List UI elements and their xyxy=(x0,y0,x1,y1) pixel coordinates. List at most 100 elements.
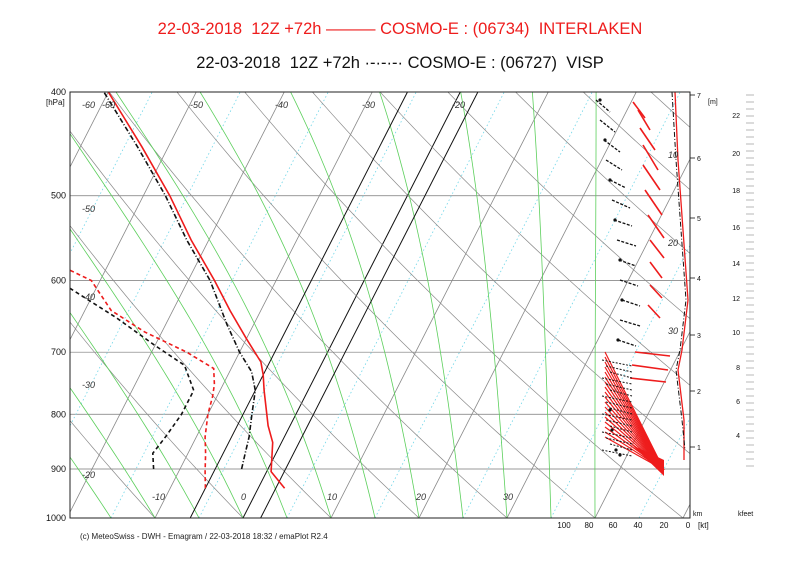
wind-barb-red xyxy=(649,284,663,299)
wind-barb-black xyxy=(618,259,637,267)
dry-adiabat xyxy=(312,92,690,455)
wind-barb-black xyxy=(605,365,633,373)
moist-adiabat xyxy=(460,92,508,518)
kfeet-tick-label: 6 xyxy=(736,399,740,406)
wind-barb-black xyxy=(595,99,611,113)
kfeet-tick-label: 8 xyxy=(736,365,740,372)
wind-barb-black xyxy=(601,377,633,385)
pressure-axis-label: [hPa] xyxy=(46,98,65,107)
isotherm-line xyxy=(242,92,461,518)
wind-barb-black xyxy=(619,319,641,327)
moist-adiabat xyxy=(70,387,156,518)
pressure-tick-label: 500 xyxy=(51,191,66,201)
wind-barb-black xyxy=(601,395,633,403)
wind-barb-black xyxy=(619,279,639,287)
wind-barb-red xyxy=(637,109,651,131)
wind-station-dot xyxy=(618,453,622,457)
isotherm-line xyxy=(418,92,637,518)
moist-adiabat xyxy=(290,92,420,518)
km-tick-label: 2 xyxy=(697,389,701,396)
isotherm-line xyxy=(70,92,153,255)
wind-barb-black xyxy=(601,413,633,421)
wind-station-dot xyxy=(618,258,622,262)
km-tick-label: 1 xyxy=(697,445,701,452)
kfeet-tick-label: 22 xyxy=(732,113,740,120)
moist-adiabat xyxy=(115,92,332,518)
wind-tick-label: 0 xyxy=(686,521,691,530)
kfeet-tick-label: 20 xyxy=(732,151,740,158)
wind-station-dot xyxy=(613,218,617,222)
isotherm-line xyxy=(506,158,690,518)
isotherm-line xyxy=(198,92,417,518)
wind-barb-red xyxy=(642,144,659,171)
isotherm-label: 10 xyxy=(327,492,337,502)
isotherm-label: -20 xyxy=(452,100,465,110)
wind-barb-red xyxy=(632,101,646,119)
profile-line-red xyxy=(674,92,689,460)
mixing-ratio-label: 20 xyxy=(667,238,678,248)
moist-adiabat xyxy=(0,92,23,518)
wind-tick-label: 60 xyxy=(609,521,618,530)
pressure-tick-label: 400 xyxy=(51,87,66,97)
isotherm-line xyxy=(70,92,241,427)
wind-barb-black xyxy=(621,299,641,307)
isotherm-line xyxy=(154,92,373,518)
wind-barb-black xyxy=(609,371,633,379)
km-tick-label: 4 xyxy=(697,276,701,283)
kfeet-tick-label: 18 xyxy=(732,188,740,195)
km-tick-label: 7 xyxy=(697,93,701,100)
reference-isotherm xyxy=(189,92,408,518)
wind-barb-black xyxy=(605,437,633,445)
km-axis-label: km xyxy=(693,511,703,518)
isotherm-label: -50 xyxy=(190,100,203,110)
plot-frame xyxy=(69,91,691,519)
wind-barb-red xyxy=(649,239,665,259)
pressure-tick-label: 900 xyxy=(51,464,66,474)
moist-adiabat xyxy=(70,228,244,518)
wind-barb-black xyxy=(601,431,633,439)
wind-barb-black xyxy=(609,407,633,415)
moist-adiabat xyxy=(531,92,552,518)
series-line xyxy=(70,269,216,489)
wind-tick-label: 100 xyxy=(557,521,571,530)
isotherm-line xyxy=(70,92,197,341)
isotherm-label: -60 xyxy=(82,100,95,110)
wind-barb-red xyxy=(639,127,656,151)
wind-barb-black xyxy=(599,119,616,133)
moist-adiabat xyxy=(199,92,376,518)
wind-pennant-red xyxy=(632,445,664,476)
isotherm-line xyxy=(330,92,549,518)
isotherm-label: 30 xyxy=(503,492,513,502)
wind-barb-black xyxy=(609,389,633,397)
isotherm-line xyxy=(638,417,690,518)
wind-station-dot xyxy=(608,178,612,182)
title-interlaken: 22-03-2018 12Z +72h ——— COSMO-E : (06734… xyxy=(157,20,643,38)
footer-credit: (c) MeteoSwiss - DWH - Emagram / 22-03-2… xyxy=(80,532,328,541)
wind-barb-black xyxy=(605,383,633,391)
isotherm-label: -60 xyxy=(102,100,115,110)
kfeet-tick-label: 4 xyxy=(736,433,740,440)
wind-station-dot xyxy=(620,298,624,302)
wind-station-dot xyxy=(598,98,602,102)
isotherm-line xyxy=(0,92,64,518)
dry-adiabat xyxy=(786,92,800,518)
wind-axis-label: [kt] xyxy=(698,521,709,530)
wind-barb-black xyxy=(605,419,633,427)
dry-adiabat xyxy=(70,321,244,518)
km-tick-label: 6 xyxy=(697,156,701,163)
moist-adiabat xyxy=(70,132,288,518)
moist-adiabat xyxy=(594,92,597,518)
dry-adiabat xyxy=(515,92,690,254)
kfeet-tick-label: 10 xyxy=(732,330,740,337)
wind-station-dot xyxy=(608,408,612,412)
isotherm-label: -40 xyxy=(82,292,95,302)
isotherm-line xyxy=(0,92,20,518)
pressure-tick-label: 700 xyxy=(51,347,66,357)
dry-adiabat xyxy=(447,92,690,320)
wind-barb-red xyxy=(647,214,665,239)
isotherm-label: -50 xyxy=(82,204,95,214)
series-line xyxy=(107,92,286,489)
kfeet-axis-label: kfeet xyxy=(738,511,753,518)
dry-adiabat xyxy=(70,420,156,518)
